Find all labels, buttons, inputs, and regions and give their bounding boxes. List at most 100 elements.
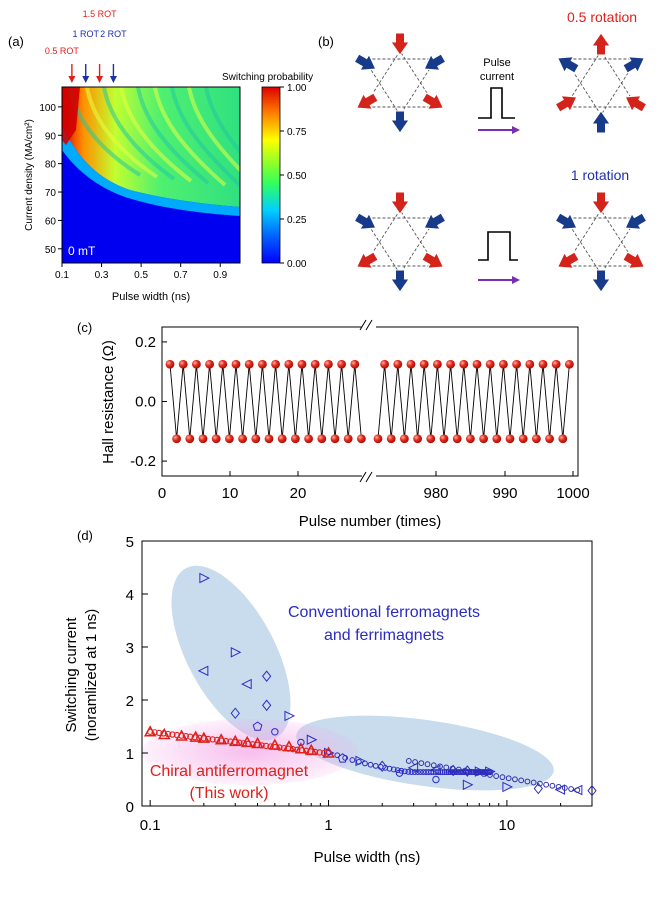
heatmap-stripe bbox=[119, 87, 193, 183]
heatmap-hot-spot bbox=[62, 87, 80, 145]
spin-configuration bbox=[554, 191, 648, 293]
conventional-point bbox=[284, 710, 296, 722]
hall-point bbox=[337, 359, 346, 369]
conventional-point bbox=[408, 769, 415, 775]
hall-point bbox=[205, 359, 215, 369]
chiral-point bbox=[178, 732, 185, 739]
spin-arrow bbox=[624, 95, 648, 113]
rotation-marker-head bbox=[68, 76, 76, 83]
hall-point bbox=[198, 434, 208, 444]
heatmap-x-axis: 0.1 0.3 0.5 0.7 0.9 bbox=[55, 263, 228, 281]
chiral-point bbox=[294, 746, 301, 753]
time-arrow-top-head bbox=[512, 126, 520, 134]
heatmap-y-axis: 50 60 70 80 90 100 bbox=[39, 103, 62, 256]
conventional-point bbox=[455, 766, 462, 773]
x-tick-label: 0.7 bbox=[174, 270, 188, 281]
conventional-point bbox=[533, 782, 543, 795]
conventional-point bbox=[543, 781, 550, 788]
hall-point bbox=[472, 359, 482, 369]
panel-c-y-label: Hall resistance (Ω) bbox=[100, 340, 117, 464]
conventional-point bbox=[367, 761, 374, 768]
conventional-point bbox=[468, 768, 475, 775]
chiral-region bbox=[142, 719, 358, 785]
kagome-lattice bbox=[564, 209, 638, 267]
hall-point bbox=[492, 434, 502, 444]
hall-point bbox=[551, 359, 561, 369]
pulse-label-line2: current bbox=[480, 71, 514, 83]
hall-point bbox=[525, 359, 535, 369]
conventional-point bbox=[230, 707, 240, 720]
conventional-point bbox=[439, 769, 446, 775]
hall-point bbox=[284, 359, 294, 369]
spin-arrow bbox=[591, 191, 611, 215]
rotation-marker-label: 2 ROT bbox=[100, 29, 127, 39]
conventional-point bbox=[252, 721, 263, 731]
spin-arrow bbox=[591, 110, 611, 134]
hall-point bbox=[330, 434, 340, 444]
rotation-marker-head bbox=[82, 76, 90, 83]
panel-b: (b) Pulse current 0.5 rotation 1 rotatio… bbox=[318, 9, 648, 293]
y-tick-label: 0 bbox=[126, 799, 134, 816]
chiral-point bbox=[191, 734, 198, 741]
hall-point bbox=[192, 359, 201, 369]
hall-point bbox=[304, 434, 313, 444]
conventional-point bbox=[443, 764, 450, 771]
chiral-point bbox=[173, 731, 181, 739]
conventional-point bbox=[480, 771, 487, 777]
y-tick-label: 3 bbox=[126, 640, 134, 657]
chiral-annotation-line2: (This work) bbox=[189, 785, 268, 802]
spin-configuration bbox=[353, 191, 447, 293]
colorbar-ticks: 1.00 0.75 0.50 0.25 0.00 bbox=[280, 83, 307, 270]
conventional-point bbox=[417, 769, 424, 775]
hall-point bbox=[172, 434, 182, 444]
kagome-lattice bbox=[363, 58, 437, 116]
hall-point bbox=[413, 434, 422, 444]
hall-point bbox=[310, 359, 320, 369]
hall-line bbox=[169, 364, 362, 439]
hall-point bbox=[538, 359, 548, 369]
field-label: 0 mT bbox=[68, 244, 96, 258]
spin-arrow bbox=[353, 212, 377, 230]
hall-point bbox=[350, 359, 360, 369]
conventional-point bbox=[512, 776, 518, 783]
hall-point bbox=[406, 359, 416, 369]
panel-c-y-axis: -0.2 0.0 0.2 bbox=[130, 334, 167, 470]
x-tick-label: 0.9 bbox=[213, 270, 227, 281]
hall-point bbox=[297, 359, 307, 369]
spin-arrow bbox=[355, 251, 379, 269]
conventional-point bbox=[398, 767, 405, 774]
chiral-point bbox=[276, 744, 283, 751]
hall-point bbox=[505, 434, 515, 444]
conventional-point bbox=[437, 769, 444, 775]
chiral-point bbox=[249, 741, 256, 748]
hall-point bbox=[324, 359, 333, 369]
chiral-point bbox=[200, 735, 207, 742]
y-tick-label: 0.0 bbox=[135, 394, 156, 411]
colorbar-tick-label: 0.00 bbox=[287, 259, 307, 270]
conventional-point bbox=[411, 769, 418, 775]
heatmap bbox=[62, 87, 240, 263]
conventional-point bbox=[449, 765, 456, 772]
kagome-lattice bbox=[564, 50, 638, 108]
colorbar-tick-label: 0.75 bbox=[287, 127, 307, 138]
conventional-point bbox=[262, 699, 272, 712]
colorbar-title: Switching probability bbox=[222, 72, 313, 83]
hall-point bbox=[238, 434, 248, 444]
panel-d-label: (d) bbox=[77, 528, 93, 543]
chiral-point bbox=[147, 728, 154, 735]
kagome-lattice bbox=[564, 58, 638, 116]
chiral-point bbox=[267, 743, 274, 750]
x-tick-label: 0 bbox=[158, 485, 166, 502]
x-tick-label: 10 bbox=[222, 485, 239, 502]
chiral-point bbox=[151, 729, 158, 736]
chiral-point bbox=[262, 742, 270, 750]
conventional-point bbox=[568, 786, 575, 792]
conventional-point bbox=[334, 752, 341, 759]
rotation-one-label: 1 rotation bbox=[571, 167, 629, 183]
conventional-point bbox=[386, 765, 393, 772]
conventional-point bbox=[197, 665, 209, 677]
y-tick-label: 1 bbox=[126, 746, 134, 763]
y-tick-label: 2 bbox=[126, 693, 134, 710]
conventional-point bbox=[462, 767, 468, 774]
